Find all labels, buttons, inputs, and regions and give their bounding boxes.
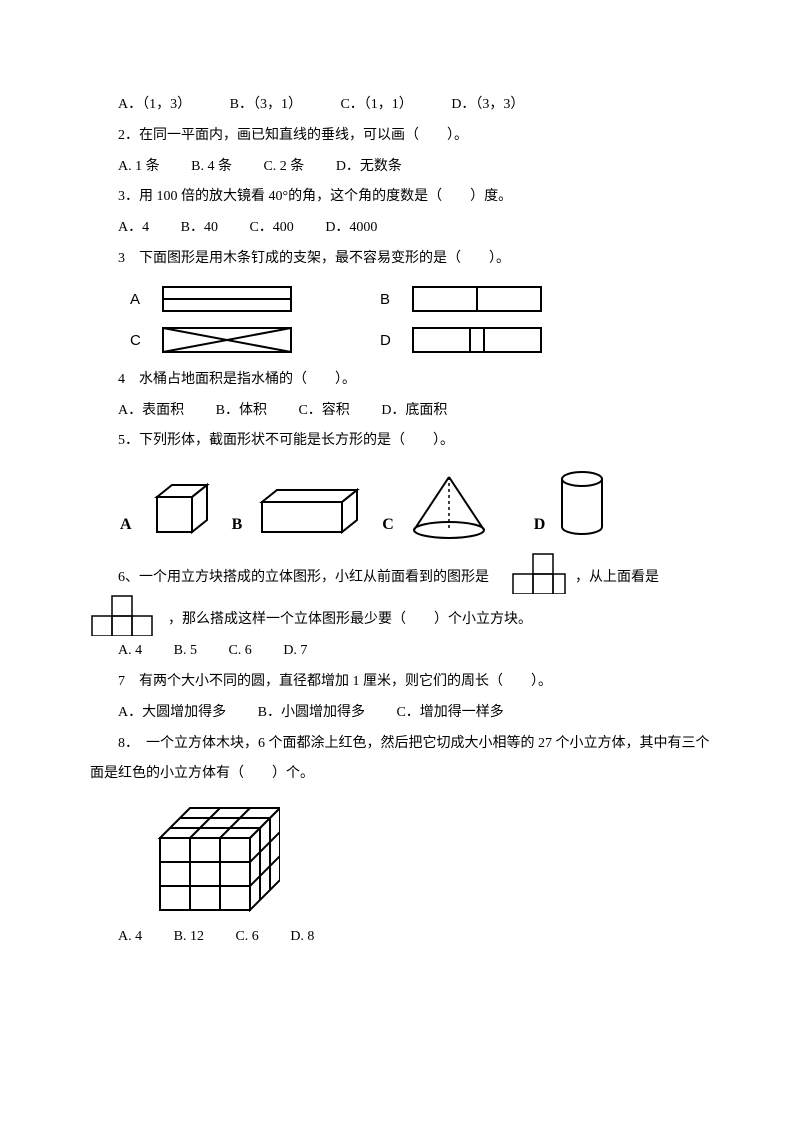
opt-d: D．无数条 bbox=[336, 159, 402, 174]
opt-c: C. 2 条 bbox=[263, 159, 304, 174]
q5-text: 5．下列形体，截面形状不可能是长方形的是（ ）。 bbox=[90, 426, 720, 457]
opt-c: C．400 bbox=[249, 220, 293, 235]
q6-t3: ，那么搭成这样一个立体图形最少要（ ）个小立方块。 bbox=[168, 605, 532, 636]
opt-b: B. 4 条 bbox=[191, 159, 232, 174]
q3b-row1: A B bbox=[130, 283, 720, 316]
label-d: D bbox=[534, 507, 546, 542]
label-c: C bbox=[382, 507, 394, 542]
opt-a: A．（1，3） bbox=[118, 97, 184, 112]
q1-options: A．（1，3） B．（3，1） C．（1，1） D．（3，3） bbox=[90, 90, 720, 121]
opt-d: D．（3，3） bbox=[451, 97, 524, 112]
shape-b-icon bbox=[412, 286, 542, 312]
q6-line2: ，那么搭成这样一个立体图形最少要（ ）个小立方块。 bbox=[90, 594, 720, 636]
label-b: B bbox=[232, 507, 243, 542]
q8-options: A. 4 B. 12 C. 6 D. 8 bbox=[90, 922, 720, 953]
label-b: B bbox=[380, 283, 398, 316]
label-d: D bbox=[380, 324, 398, 357]
q8-diagram bbox=[120, 798, 720, 918]
shape-d-icon bbox=[412, 327, 542, 353]
opt-a: A. 4 bbox=[118, 929, 142, 944]
q4-options: A．表面积 B．体积 C．容积 D．底面积 bbox=[90, 396, 720, 427]
q6-options: A. 4 B. 5 C. 6 D. 7 bbox=[90, 636, 720, 667]
q5-diagrams: A B C D bbox=[120, 467, 720, 542]
opt-d: D. 8 bbox=[290, 929, 314, 944]
q2-options: A. 1 条 B. 4 条 C. 2 条 D．无数条 bbox=[90, 152, 720, 183]
cube-3x3-icon bbox=[120, 798, 280, 918]
q3a-text: 3．用 100 倍的放大镜看 40°的角，这个角的度数是（ ）度。 bbox=[90, 182, 720, 213]
opt-b: B．（3，1） bbox=[230, 97, 295, 112]
opt-c: C．容积 bbox=[298, 403, 349, 418]
q6-t2: ，从上面看是 bbox=[575, 563, 659, 594]
opt-c: C. 6 bbox=[228, 643, 251, 658]
q4-text: 4 水桶占地面积是指水桶的（ ）。 bbox=[90, 365, 720, 396]
opt-b: B．体积 bbox=[216, 403, 267, 418]
q3a-options: A．4 B．40 C．400 D．4000 bbox=[90, 213, 720, 244]
cuboid-icon bbox=[252, 482, 372, 542]
q7-options: A．大圆增加得多 B．小圆增加得多 C．增加得一样多 bbox=[90, 698, 720, 729]
opt-a: A．4 bbox=[118, 220, 149, 235]
opt-b: B. 5 bbox=[174, 643, 197, 658]
opt-d: D．底面积 bbox=[381, 403, 447, 418]
top-view-icon bbox=[90, 594, 160, 636]
opt-b: B. 12 bbox=[174, 929, 204, 944]
q6-line1: 6、一个用立方块搭成的立体图形，小红从前面看到的图形是 ，从上面看是 bbox=[118, 552, 720, 594]
q7-text: 7 有两个大小不同的圆，直径都增加 1 厘米，则它们的周长（ ）。 bbox=[90, 667, 720, 698]
opt-a: A．表面积 bbox=[118, 403, 184, 418]
q2-text: 2．在同一平面内，画已知直线的垂线，可以画（ ）。 bbox=[90, 121, 720, 152]
opt-a: A．大圆增加得多 bbox=[118, 705, 226, 720]
opt-d: D．4000 bbox=[325, 220, 377, 235]
cylinder-icon bbox=[555, 467, 610, 542]
shape-a-icon bbox=[162, 286, 292, 312]
opt-c: C．增加得一样多 bbox=[396, 705, 503, 720]
opt-c: C. 6 bbox=[235, 929, 258, 944]
shape-c-icon bbox=[162, 327, 292, 353]
opt-b: B．40 bbox=[181, 220, 218, 235]
opt-a: A. 4 bbox=[118, 643, 142, 658]
q6-t1: 6、一个用立方块搭成的立体图形，小红从前面看到的图形是 bbox=[118, 563, 489, 594]
opt-c: C．（1，1） bbox=[340, 97, 405, 112]
opt-d: D. 7 bbox=[283, 643, 307, 658]
label-a: A bbox=[130, 283, 148, 316]
opt-b: B．小圆增加得多 bbox=[258, 705, 365, 720]
cone-icon bbox=[404, 472, 494, 542]
q3b-text: 3 下面图形是用木条钉成的支架，最不容易变形的是（ ）。 bbox=[90, 244, 720, 275]
front-view-icon bbox=[497, 552, 567, 594]
q3b-row2: C D bbox=[130, 324, 720, 357]
cube-icon bbox=[142, 477, 222, 542]
label-a: A bbox=[120, 507, 132, 542]
label-c: C bbox=[130, 324, 148, 357]
opt-a: A. 1 条 bbox=[118, 159, 160, 174]
q8-text: 8． 一个立方体木块，6 个面都涂上红色，然后把它切成大小相等的 27 个小立方… bbox=[90, 729, 720, 791]
